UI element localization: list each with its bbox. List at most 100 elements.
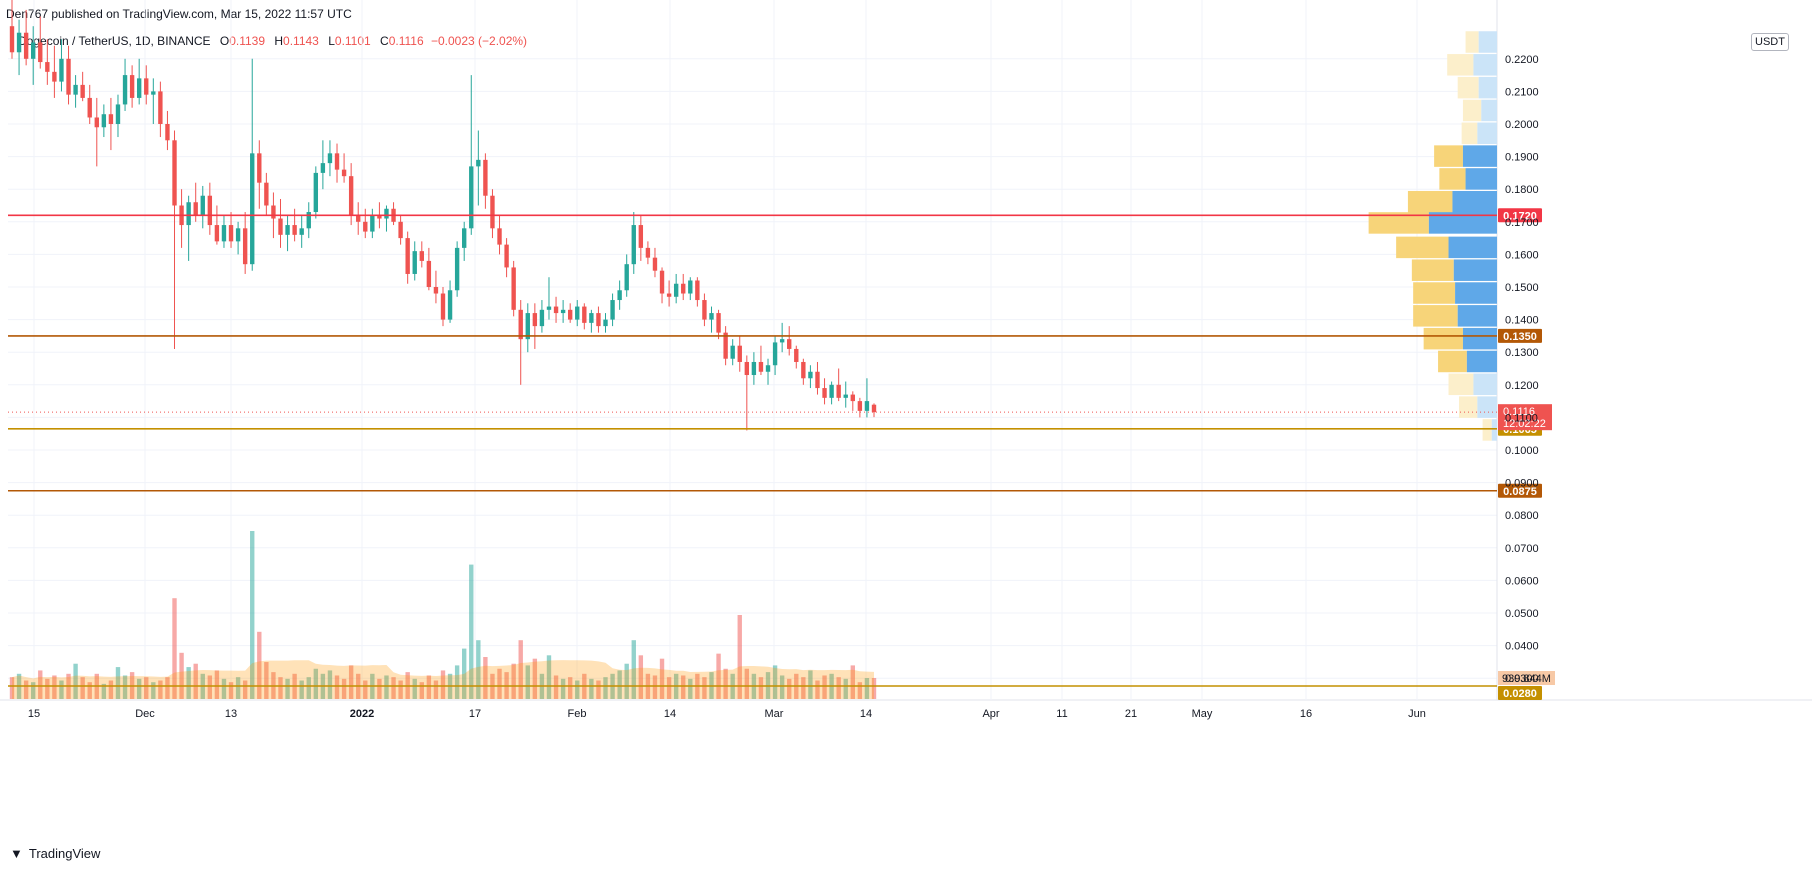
- volume-bar: [52, 675, 57, 699]
- candle-body: [341, 169, 347, 177]
- candle-body: [864, 401, 870, 411]
- volume-bar: [589, 678, 594, 699]
- candlesticks: [8, 0, 1497, 431]
- volume-bar: [787, 678, 792, 699]
- price-axis[interactable]: 0.2200 0.2100 0.2000 0.1900 0.1800 0.1700 0.16…: [1505, 54, 1539, 685]
- candle-body: [242, 228, 248, 265]
- volume-bar: [235, 677, 241, 699]
- volume-bar: [391, 677, 396, 699]
- volume-profile-buy-bar: [1438, 350, 1467, 373]
- x-tick-label: Feb: [568, 708, 587, 720]
- candle-body: [433, 287, 439, 294]
- volume-bar: [327, 670, 333, 699]
- x-tick-label: 11: [1056, 708, 1067, 720]
- volume-bar: [221, 678, 227, 699]
- volume-profile-sell-bar: [1473, 373, 1497, 396]
- y-tick-label: 0.0600: [1505, 575, 1539, 587]
- x-tick-label: 21: [1125, 708, 1137, 720]
- candle-body: [730, 345, 735, 359]
- candle-body: [398, 221, 403, 239]
- volume-bar: [716, 653, 721, 699]
- volume-bar: [652, 675, 658, 699]
- candle-body: [9, 26, 15, 53]
- symbol-title[interactable]: Dogecoin / TetherUS, 1D, BINANCE: [18, 34, 211, 48]
- candle-body: [808, 371, 813, 379]
- candle-body: [794, 348, 799, 362]
- candle-body: [122, 75, 128, 105]
- x-tick-label: May: [1192, 708, 1213, 720]
- candle-body: [80, 84, 85, 98]
- candle-body: [271, 205, 276, 219]
- volume-profile-buy-bar: [1465, 31, 1479, 53]
- candle-body: [483, 159, 488, 196]
- candle-body: [200, 195, 205, 216]
- candle-body: [857, 401, 863, 411]
- volume-profile-sell-bar: [1452, 190, 1497, 213]
- volume-bar: [151, 682, 156, 699]
- candle-body: [504, 244, 509, 268]
- volume-bar: [23, 680, 29, 699]
- horizontal-levels[interactable]: 0.17200.13500.10650.08750.02800.111612:0…: [8, 208, 1555, 700]
- volume-bar: [483, 657, 488, 699]
- volume-profile-buy-bar: [1413, 305, 1458, 327]
- level-label: 0.0875: [1503, 486, 1537, 498]
- volume-bar: [122, 675, 128, 699]
- candle-body: [511, 267, 516, 310]
- volume-bar: [638, 655, 644, 699]
- y-tick-label: 0.0700: [1505, 543, 1539, 555]
- candle-body: [299, 228, 304, 235]
- candle-body: [228, 225, 234, 242]
- candle-body: [348, 176, 354, 216]
- candle-body: [285, 225, 290, 235]
- candle-body: [673, 283, 679, 297]
- x-tick-label: 13: [225, 708, 237, 720]
- volume-bar: [38, 670, 43, 699]
- symbol-legend: Dogecoin / TetherUS, 1D, BINANCE O0.1139…: [18, 34, 527, 48]
- candle-body: [624, 264, 629, 291]
- volume-bar: [659, 658, 665, 699]
- volume-bar: [278, 677, 283, 699]
- volume-profile: [1368, 31, 1497, 441]
- level-label-bg: [1498, 483, 1542, 498]
- volume-bar: [815, 680, 820, 699]
- volume-bar: [115, 667, 121, 699]
- volume-profile-buy-bar: [1439, 168, 1466, 190]
- volume-bar: [822, 675, 827, 699]
- volume-last-value: 939.844M: [1502, 673, 1551, 685]
- candle-body: [610, 300, 615, 320]
- volume-profile-sell-bar: [1462, 145, 1497, 167]
- open-value: 0.1139: [229, 34, 266, 48]
- volume-bar: [257, 631, 262, 699]
- x-tick-label: 17: [469, 708, 481, 720]
- volume-profile-buy-bar: [1407, 190, 1453, 213]
- y-tick-label: 0.0500: [1505, 608, 1539, 620]
- level-label-bg: [1498, 686, 1542, 700]
- candle-body: [589, 313, 594, 323]
- candle-body: [327, 153, 333, 164]
- volume-bar: [87, 682, 92, 699]
- x-tick-label: 14: [860, 708, 872, 720]
- candle-body: [779, 339, 785, 343]
- volume-bar: [144, 677, 149, 699]
- candle-body: [525, 313, 530, 340]
- candle-body: [462, 228, 467, 248]
- currency-unit-button[interactable]: USDT: [1751, 33, 1789, 51]
- volume-bar: [179, 652, 184, 699]
- level-label: 0.1350: [1503, 331, 1537, 343]
- candle-body: [801, 361, 806, 379]
- candle-body: [115, 104, 121, 124]
- candle-body: [631, 225, 636, 265]
- volume-bar: [476, 640, 481, 699]
- candle-body: [66, 58, 71, 95]
- x-tick-label: 16: [1300, 708, 1312, 720]
- candle-body: [476, 159, 481, 167]
- bar-countdown: 12:02:22: [1503, 418, 1546, 430]
- volume-profile-sell-bar: [1453, 259, 1497, 281]
- time-axis[interactable]: 15 Dec 13 2022 17 Feb 14 Mar 14 Apr 11 21 May 16 Jun: [28, 708, 1426, 720]
- volume-profile-buy-bar: [1434, 145, 1463, 167]
- x-tick-label: 14: [664, 708, 676, 720]
- candle-body: [257, 153, 262, 183]
- volume-bar: [843, 678, 848, 699]
- x-tick-label: Dec: [135, 708, 155, 720]
